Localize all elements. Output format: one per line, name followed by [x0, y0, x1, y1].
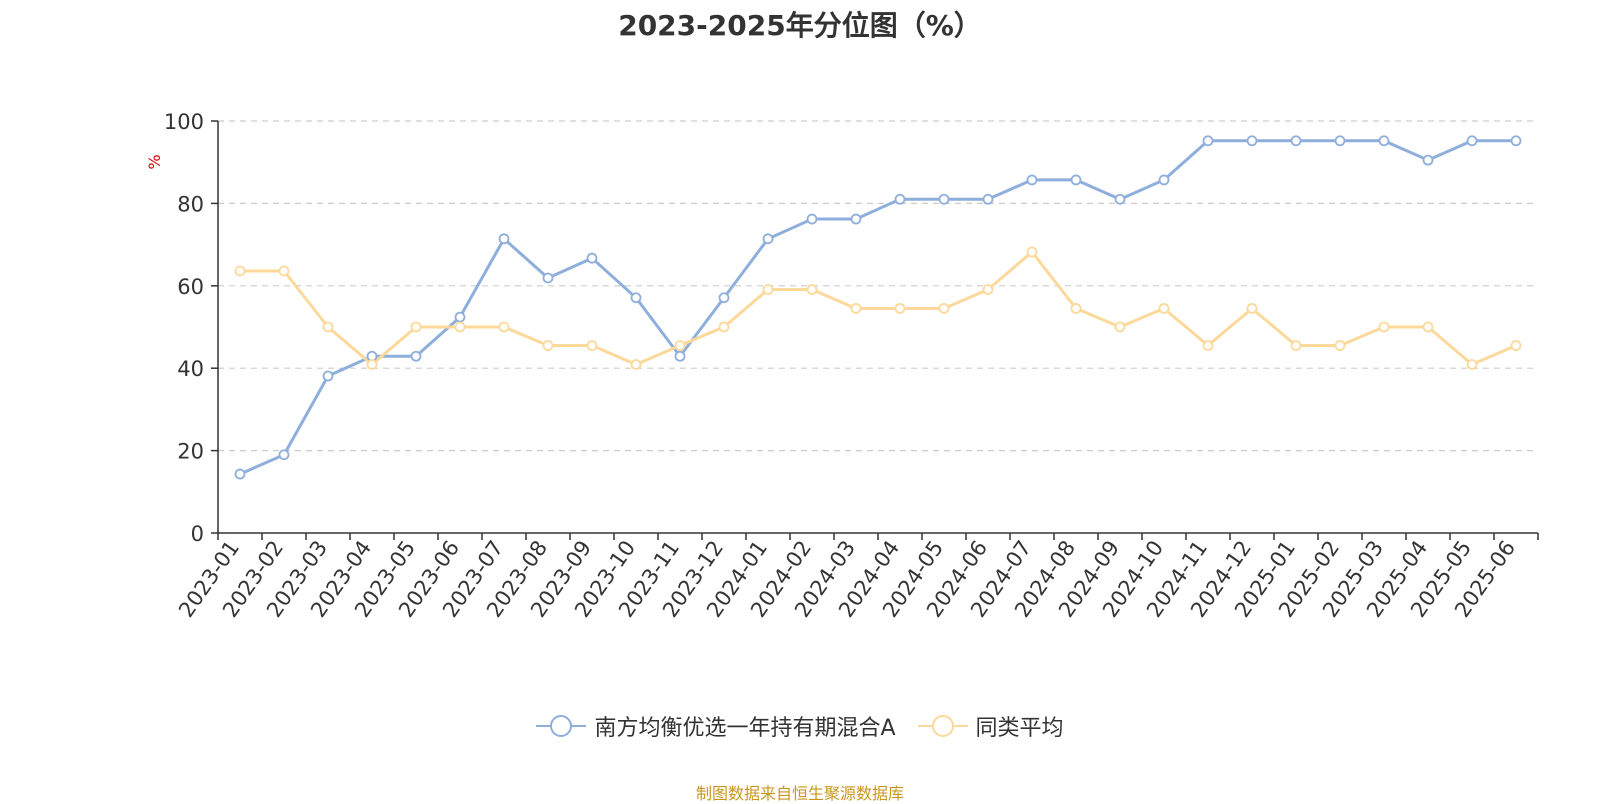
- data-point-series-1: [1026, 246, 1038, 258]
- legend-item-fund[interactable]: 南方均衡优选一年持有期混合A: [536, 710, 896, 742]
- data-point-series-0: [1510, 135, 1522, 147]
- legend: 南方均衡优选一年持有期混合A 同类平均: [0, 710, 1600, 742]
- data-point-series-1: [982, 284, 994, 295]
- data-point-series-0: [1246, 135, 1258, 147]
- data-point-series-1: [806, 284, 818, 295]
- data-point-series-1: [894, 303, 906, 314]
- data-point-series-0: [278, 449, 290, 461]
- data-point-series-1: [1290, 340, 1302, 351]
- data-point-series-0: [1290, 135, 1302, 147]
- data-point-series-1: [1202, 340, 1214, 351]
- series-layer: [234, 135, 1522, 480]
- data-point-series-1: [1422, 321, 1434, 333]
- data-point-series-0: [322, 370, 334, 382]
- data-point-series-1: [454, 321, 466, 333]
- grid-layer: [218, 120, 1538, 452]
- legend-swatch-peer-average: [917, 715, 968, 737]
- data-point-series-0: [762, 233, 774, 245]
- data-point-series-1: [498, 321, 510, 333]
- data-point-series-0: [1114, 193, 1126, 205]
- data-point-series-0: [630, 292, 642, 304]
- data-point-series-1: [366, 359, 378, 370]
- data-point-series-0: [806, 213, 818, 225]
- data-point-series-0: [410, 350, 422, 362]
- data-point-series-1: [410, 321, 422, 333]
- data-point-series-0: [1158, 174, 1170, 186]
- data-point-series-1: [1378, 321, 1390, 333]
- data-point-series-1: [1070, 303, 1082, 314]
- data-point-series-1: [322, 321, 334, 333]
- series-line-0: [239, 139, 1516, 476]
- y-tick-label-60: 60: [177, 275, 204, 299]
- data-point-series-0: [1202, 135, 1214, 147]
- data-point-series-1: [762, 284, 774, 295]
- data-point-series-0: [1026, 174, 1038, 186]
- data-point-series-0: [586, 252, 598, 264]
- y-tick-label-80: 80: [177, 192, 204, 216]
- data-point-series-1: [278, 265, 290, 277]
- data-point-series-1: [1510, 340, 1522, 351]
- chart-title: 2023-2025年分位图（%）: [618, 9, 982, 42]
- data-point-series-0: [454, 311, 466, 323]
- source-note: 制图数据来自恒生聚源数据库: [695, 784, 904, 803]
- data-point-series-0: [1466, 135, 1478, 147]
- data-point-series-0: [982, 193, 994, 205]
- y-tick-label-40: 40: [177, 357, 204, 381]
- data-point-series-1: [1114, 321, 1126, 333]
- series-line-1: [240, 250, 1517, 366]
- data-point-series-1: [718, 321, 730, 333]
- data-point-series-1: [586, 340, 598, 351]
- legend-item-peer-average[interactable]: 同类平均: [917, 710, 1064, 742]
- line-chart: 0204060801002023-012023-022023-032023-04…: [145, 110, 1539, 622]
- data-point-series-0: [1334, 135, 1346, 147]
- data-point-series-0: [850, 213, 862, 225]
- legend-label-fund: 南方均衡优选一年持有期混合A: [594, 716, 896, 741]
- data-point-series-1: [1158, 303, 1170, 314]
- data-point-series-1: [850, 303, 862, 314]
- data-point-series-1: [938, 303, 950, 314]
- data-point-series-1: [674, 340, 686, 351]
- y-tick-label-100: 100: [164, 110, 204, 134]
- data-point-series-1: [542, 340, 554, 351]
- data-point-series-0: [498, 233, 510, 245]
- data-point-series-1: [1246, 303, 1258, 314]
- data-point-series-0: [674, 350, 686, 362]
- data-point-series-0: [1378, 135, 1390, 147]
- y-tick-label-20: 20: [177, 440, 204, 464]
- data-point-series-0: [234, 468, 246, 480]
- data-point-series-1: [234, 265, 246, 277]
- legend-swatch-fund: [536, 715, 587, 737]
- data-point-series-0: [938, 193, 950, 205]
- data-point-series-1: [1334, 340, 1346, 351]
- data-point-series-0: [542, 272, 554, 284]
- data-point-series-1: [1466, 359, 1478, 370]
- legend-label-peer-average: 同类平均: [975, 716, 1064, 741]
- data-point-series-0: [1070, 174, 1082, 186]
- data-point-series-0: [718, 292, 730, 304]
- data-point-series-1: [630, 359, 642, 370]
- data-point-series-0: [1422, 154, 1434, 166]
- y-tick-label-0: 0: [191, 522, 204, 546]
- y-axis-label: %: [145, 154, 164, 169]
- data-point-series-0: [894, 193, 906, 205]
